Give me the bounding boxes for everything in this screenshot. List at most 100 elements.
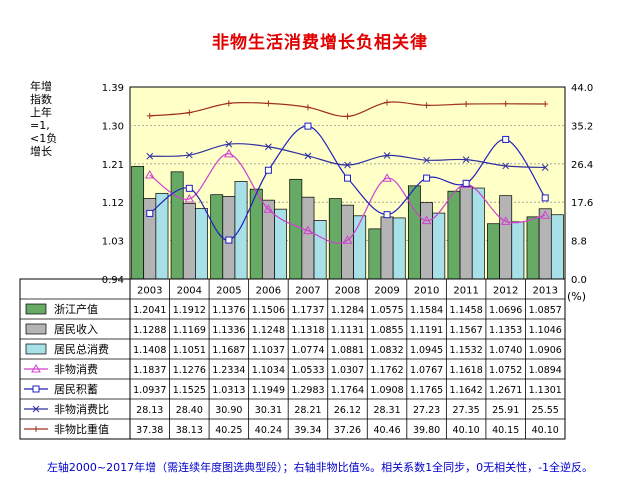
data-label-非物消费比-2008: 26.12 xyxy=(334,405,361,416)
point-非物消费比-2005 xyxy=(225,140,233,148)
data-label-非物比重值-2008: 37.26 xyxy=(334,425,361,436)
point-非物消费比-2008 xyxy=(344,161,351,169)
point-非物消费-2003 xyxy=(144,170,155,179)
bar-浙江产值-2010 xyxy=(407,185,421,280)
point-非物消费-2013 xyxy=(540,210,551,219)
data-label-非物消费比-2013: 25.55 xyxy=(532,405,559,416)
data-label-非物消费比-2006: 30.31 xyxy=(255,405,282,416)
bar-居民收入-2012 xyxy=(499,195,513,280)
point-非物消费比-2003-b xyxy=(146,152,154,160)
category-label-2004: 2004 xyxy=(177,285,202,296)
data-label-居民总消费-2003: 1.1408 xyxy=(133,345,166,356)
point-非物消费比-2007-b xyxy=(304,152,312,160)
data-label-居民收入-2006: 1.1248 xyxy=(252,325,285,336)
data-label-居民收入-2010: 1.1191 xyxy=(410,325,443,336)
data-label-居民收入-2013: 1.1046 xyxy=(529,325,562,336)
data-label-浙江产值-2008: 1.1284 xyxy=(331,305,364,316)
data-label-非物消费-2013: 1.0894 xyxy=(529,365,562,376)
data-label-居民收入-2005: 1.1336 xyxy=(212,325,245,336)
point-非物比重值-2006 xyxy=(265,100,272,107)
point-非物比重值-2005 xyxy=(225,100,232,107)
point-非物比重值-2011 xyxy=(463,101,470,108)
data-label-非物比重值-2006: 40.24 xyxy=(255,425,282,436)
point-非物消费比-2006 xyxy=(265,143,272,151)
left-tick-label: 1.30 xyxy=(102,121,124,132)
data-label-非物消费-2010: 1.0767 xyxy=(410,365,443,376)
data-label-居民收入-2003: 1.1288 xyxy=(133,325,166,336)
point-非物消费比-2011-b xyxy=(462,156,470,164)
bar-居民总消费-2010 xyxy=(432,212,446,280)
point-非物消费-2012 xyxy=(500,216,511,225)
bar-居民总消费-2006 xyxy=(274,208,288,280)
left-axis-label: 年增 指数 上年 =1, <1负 增长 xyxy=(30,80,58,158)
legend-swatch xyxy=(25,303,47,315)
category-label-2012: 2012 xyxy=(493,285,518,296)
legend-非物比重值: 非物比重值 xyxy=(24,422,109,436)
point-非物比重值-2004 xyxy=(186,109,193,116)
data-label-居民收入-2008: 1.1131 xyxy=(331,325,364,336)
data-label-非物比重值-2010: 39.80 xyxy=(413,425,440,436)
legend-marker xyxy=(33,426,39,432)
data-label-非物消费比-2009: 28.31 xyxy=(373,405,400,416)
bar-浙江产值-2007 xyxy=(289,178,303,280)
point-非物消费比-2008-b xyxy=(344,161,351,169)
point-居民积蓄-2004 xyxy=(185,184,193,192)
right-tick-label: 17.6 xyxy=(571,198,593,209)
category-label-2011: 2011 xyxy=(453,285,478,296)
data-label-浙江产值-2004: 1.1912 xyxy=(173,305,206,316)
data-label-居民总消费-2012: 1.0740 xyxy=(489,345,522,356)
data-label-非物比重值-2011: 40.10 xyxy=(453,425,480,436)
bar-浙江产值-2012 xyxy=(487,223,500,280)
data-label-居民收入-2009: 1.0855 xyxy=(370,325,403,336)
bar-居民收入-2013 xyxy=(538,208,552,280)
data-label-非物消费-2006: 1.1034 xyxy=(252,365,285,376)
point-居民积蓄-2011 xyxy=(462,179,470,187)
point-非物比重值-2003 xyxy=(146,112,153,119)
legend-label: 居民积蓄 xyxy=(54,383,98,396)
data-label-居民收入-2011: 1.1567 xyxy=(450,325,483,336)
data-label-浙江产值-2012: 1.0696 xyxy=(489,305,522,316)
point-非物消费比-2010 xyxy=(423,156,430,164)
bar-居民收入-2011 xyxy=(459,186,473,280)
data-label-非物消费-2009: 1.1762 xyxy=(370,365,403,376)
point-居民积蓄-2009 xyxy=(383,211,391,219)
right-tick-label: 8.8 xyxy=(571,237,587,248)
point-非物消费-2007 xyxy=(303,225,313,235)
data-label-居民积蓄-2010: 1.1765 xyxy=(410,385,443,396)
legend-居民总消费: 居民总消费 xyxy=(25,342,109,356)
data-label-非物比重值-2005: 40.25 xyxy=(215,425,242,436)
data-label-居民总消费-2006: 1.1037 xyxy=(252,345,285,356)
legend-label: 浙江产值 xyxy=(54,302,98,316)
data-label-居民积蓄-2008: 1.1764 xyxy=(331,385,364,396)
point-非物比重值-2013 xyxy=(542,101,549,108)
point-居民积蓄-2007 xyxy=(304,122,312,130)
data-label-非物消费-2005: 1.2334 xyxy=(212,365,245,376)
category-label-2010: 2010 xyxy=(414,285,439,296)
legend-marker-b xyxy=(32,405,40,413)
data-label-居民积蓄-2009: 1.0908 xyxy=(370,385,403,396)
bar-浙江产值-2011 xyxy=(447,190,461,280)
point-非物消费比-2003 xyxy=(146,152,154,160)
data-label-浙江产值-2013: 1.0857 xyxy=(529,305,562,316)
data-label-非物消费比-2010: 27.23 xyxy=(413,405,440,416)
data-label-非物消费-2008: 1.0307 xyxy=(331,365,364,376)
data-label-非物比重值-2012: 40.15 xyxy=(492,425,519,436)
point-居民积蓄-2008 xyxy=(344,174,351,182)
legend-label: 居民总消费 xyxy=(54,342,109,356)
data-label-居民总消费-2013: 1.0906 xyxy=(529,345,562,356)
data-label-居民积蓄-2004: 1.1525 xyxy=(173,385,206,396)
point-非物消费比-2012-b xyxy=(502,162,510,170)
point-非物消费比-2013-b xyxy=(541,164,549,171)
legend-非物消费比: 非物消费比 xyxy=(24,402,109,416)
bar-居民总消费-2013 xyxy=(550,214,564,280)
legend-marker xyxy=(32,385,40,393)
data-label-居民总消费-2005: 1.1687 xyxy=(212,345,245,356)
data-label-居民积蓄-2005: 1.0313 xyxy=(212,385,245,396)
legend-居民积蓄: 居民积蓄 xyxy=(24,383,98,396)
data-label-浙江产值-2006: 1.1506 xyxy=(252,305,285,316)
category-label-2009: 2009 xyxy=(374,285,399,296)
legend-非物消费: 非物消费 xyxy=(24,362,98,376)
legend-label: 非物比重值 xyxy=(54,422,109,436)
right-axis-unit: (%) xyxy=(567,290,587,303)
